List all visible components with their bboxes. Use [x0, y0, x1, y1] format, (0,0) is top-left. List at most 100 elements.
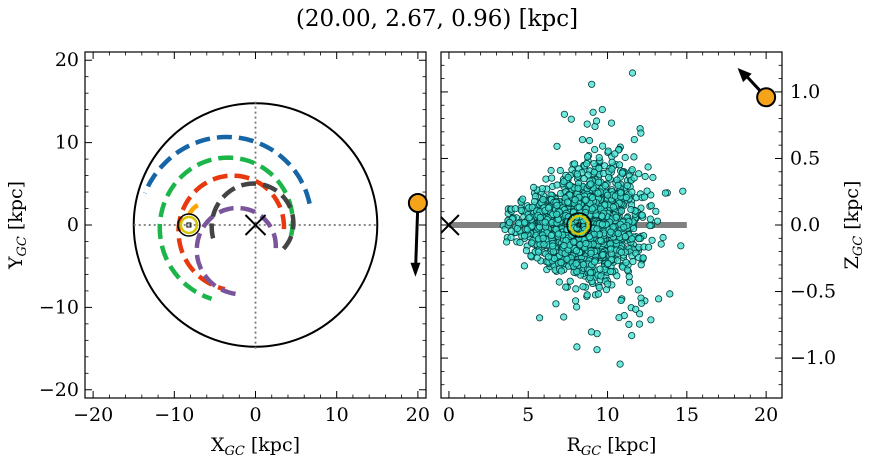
star-point — [560, 241, 568, 250]
object-marker — [407, 193, 428, 214]
star-point — [578, 136, 587, 144]
sun-ring — [568, 214, 590, 236]
star-point — [598, 251, 607, 259]
star-point — [598, 212, 606, 220]
star-point — [533, 254, 541, 262]
star-point — [567, 115, 575, 123]
y-tick-label: 0 — [67, 214, 79, 236]
star-point — [593, 225, 601, 233]
star-point — [570, 238, 578, 246]
star-point — [555, 278, 563, 286]
x-tick-label: 10 — [325, 404, 349, 426]
star-point — [622, 193, 630, 202]
x-tick-label: 20 — [406, 404, 430, 426]
star-point — [617, 248, 626, 256]
star-point — [583, 160, 591, 168]
star-point — [666, 290, 674, 298]
star-point — [591, 258, 599, 266]
star-point — [595, 283, 603, 292]
star-point — [539, 195, 547, 204]
star-point — [502, 238, 511, 246]
y-tick-label: 0.0 — [790, 214, 820, 236]
x-tick-label: −20 — [73, 404, 113, 426]
star-point — [604, 259, 612, 268]
star-point — [585, 137, 594, 145]
star-point — [550, 254, 559, 263]
x-tick-label: 15 — [675, 404, 699, 426]
star-point — [544, 204, 553, 212]
star-point — [603, 191, 612, 199]
star-point — [588, 205, 596, 213]
star-point — [640, 193, 649, 201]
star-point — [544, 253, 553, 261]
star-point — [637, 129, 645, 137]
star-point — [618, 169, 627, 177]
right-panel: 0 5 10 15 20 −1.0 −0.5 0.0 0.5 1.0 RGC [kpc] ZGC [k… — [440, 51, 866, 459]
star-point — [606, 267, 615, 276]
star-point — [571, 297, 580, 305]
star-point — [613, 257, 622, 265]
x-axis-label: RGC [kpc] — [567, 434, 657, 459]
star-point — [557, 258, 565, 267]
star-point — [552, 300, 560, 308]
star-point — [615, 313, 623, 322]
star-point — [560, 178, 568, 186]
star-point — [536, 213, 544, 222]
star-point — [582, 196, 590, 204]
star-point — [653, 217, 662, 225]
galactic-center-marker — [441, 214, 460, 236]
star-point — [583, 153, 592, 161]
star-point — [553, 201, 561, 209]
star-point — [564, 173, 572, 181]
x-axis-label: XGC [kpc] — [211, 434, 300, 459]
star-point — [562, 283, 570, 291]
star-point — [638, 211, 646, 219]
y-tick-label: −0.5 — [790, 281, 836, 303]
star-point — [614, 229, 622, 237]
y-tick-label: −20 — [39, 379, 79, 401]
star-point — [541, 218, 549, 226]
star-point — [560, 313, 568, 321]
star-point — [573, 343, 581, 351]
star-point — [625, 273, 633, 281]
star-point — [511, 205, 519, 213]
star-point — [572, 259, 580, 268]
star-point — [549, 242, 557, 250]
star-point — [595, 154, 603, 162]
star-point — [635, 320, 644, 328]
star-point — [540, 240, 548, 248]
star-point — [507, 227, 516, 235]
star-point — [539, 234, 547, 242]
spiral-arm-1 — [142, 134, 312, 205]
y-tick-label: 20 — [55, 49, 79, 71]
star-point — [641, 172, 649, 181]
star-point — [652, 207, 660, 215]
star-point — [644, 163, 652, 171]
star-point — [598, 106, 606, 114]
x-tick-label: −10 — [154, 404, 194, 426]
star-point — [520, 262, 529, 270]
star-point — [637, 261, 645, 269]
star-point — [522, 247, 531, 255]
star-point — [646, 222, 654, 230]
star-point — [621, 232, 629, 241]
star-point — [566, 181, 574, 189]
star-point — [589, 108, 597, 116]
star-point — [587, 328, 596, 336]
star-point — [520, 232, 529, 240]
star-point — [607, 119, 616, 127]
star-point — [542, 175, 550, 183]
star-point — [648, 236, 656, 244]
star-point — [519, 195, 527, 203]
x-tick-label: 5 — [522, 404, 534, 426]
y-axis-label: YGC [kpc] — [5, 181, 30, 270]
star-point — [517, 206, 525, 214]
star-point — [553, 142, 561, 150]
star-point — [623, 266, 632, 274]
star-point — [630, 136, 638, 144]
star-point — [566, 277, 574, 285]
star-point — [628, 166, 636, 174]
star-scatter — [499, 69, 687, 368]
star-point — [587, 180, 595, 188]
star-point — [528, 222, 536, 230]
